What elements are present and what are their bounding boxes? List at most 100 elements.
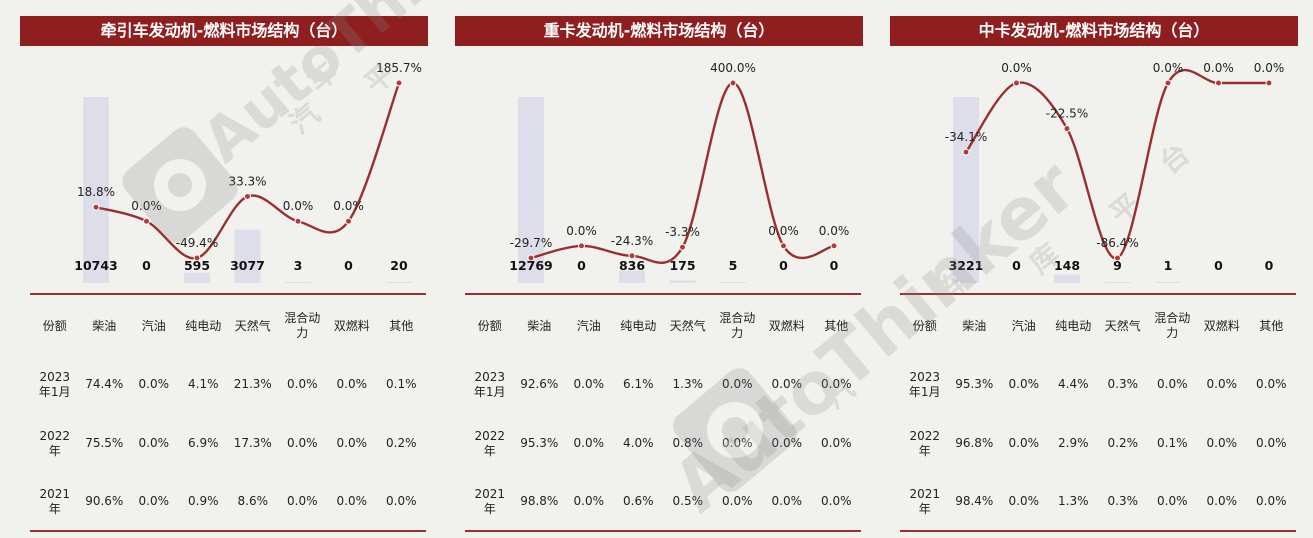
growth-point xyxy=(527,254,535,262)
table-cell: 0.0% xyxy=(722,494,753,508)
bar xyxy=(1155,282,1181,283)
table-cell: 17.3% xyxy=(233,436,272,450)
bar xyxy=(953,97,979,283)
growth-point xyxy=(193,254,201,262)
row-label: 2022 年 xyxy=(39,428,71,458)
growth-point xyxy=(830,242,838,250)
bar xyxy=(1104,282,1131,283)
row-label: 2021 年 xyxy=(909,486,941,516)
divider xyxy=(465,293,861,295)
count-label: 175 xyxy=(669,258,695,273)
table-header: 其他 xyxy=(389,318,414,333)
table-cell: 0.0% xyxy=(1256,494,1287,508)
table-cell: 21.3% xyxy=(233,377,272,391)
row-label: 2023 年1月 xyxy=(473,369,506,399)
table-cell: 1.3% xyxy=(1058,494,1089,508)
count-label: 20 xyxy=(390,258,408,273)
growth-point xyxy=(1013,79,1020,87)
bar xyxy=(669,280,696,283)
row-label: 2022 年 xyxy=(909,428,941,458)
table-cell: 90.6% xyxy=(85,494,124,508)
growth-label: 0.0% xyxy=(819,224,850,238)
table-header: 其他 xyxy=(824,318,849,333)
divider xyxy=(30,530,426,532)
table-cell: 6.1% xyxy=(623,377,654,391)
count-label: 9 xyxy=(1113,258,1122,273)
table-row: 2023 年1月 92.6% 0.0% 6.1% 1.3% 0.0% 0.0% 0… xyxy=(465,355,861,414)
growth-label: 0.0% xyxy=(333,199,364,213)
table-cell: 4.4% xyxy=(1058,377,1089,391)
table-cell: 2.9% xyxy=(1058,436,1089,450)
table-cell: 0.0% xyxy=(771,436,803,450)
growth-label: -86.4% xyxy=(1096,236,1138,250)
growth-line xyxy=(965,68,1269,260)
chart-panel-tractor: 牵引车发动机-燃料市场结构（台） 18.8% 0.0% -49.4% 33.3% 0.0… xyxy=(20,0,428,538)
table-row: 2021 年 98.4% 0.0% 1.3% 0.3% 0.0% 0.0% 0.0… xyxy=(900,473,1296,530)
growth-label: 0.0% xyxy=(768,224,799,238)
growth-point xyxy=(294,217,302,225)
count-label: 0 xyxy=(779,258,788,273)
count-label: 0 xyxy=(1012,258,1021,273)
table-cell: 1.3% xyxy=(672,377,704,391)
bar xyxy=(720,282,746,283)
bar-line-chart: 18.8% 0.0% -49.4% 33.3% 0.0% 0.0% 185.7% 10743 0… xyxy=(74,61,422,283)
chart-title: 中卡发动机-燃料市场结构（台） xyxy=(890,16,1298,46)
table-header: 汽油 xyxy=(1011,318,1036,333)
table-cell: 0.2% xyxy=(386,436,417,450)
table-cell: 0.0% xyxy=(722,436,753,450)
table-cell: 0.0% xyxy=(1157,377,1188,391)
table-cell: 0.0% xyxy=(771,494,803,508)
bar xyxy=(386,282,412,283)
table-header: 柴油 xyxy=(962,318,987,333)
table-cell: 0.0% xyxy=(1206,436,1238,450)
table-corner: 份额 xyxy=(42,318,67,333)
growth-point xyxy=(1215,79,1222,87)
table-cell: 0.0% xyxy=(287,377,318,391)
growth-label: -29.7% xyxy=(510,236,552,250)
growth-label: -49.4% xyxy=(176,236,218,250)
count-label: 3 xyxy=(294,258,303,273)
growth-point xyxy=(92,203,100,211)
table-header: 柴油 xyxy=(527,318,552,333)
count-label: 1 xyxy=(1164,258,1173,273)
table-cell: 0.0% xyxy=(1256,436,1287,450)
table-cell: 0.0% xyxy=(386,494,417,508)
table-cell: 0.5% xyxy=(672,494,704,508)
table-cell: 6.9% xyxy=(188,436,219,450)
table-cell: 0.0% xyxy=(722,377,753,391)
growth-point xyxy=(1063,125,1071,133)
growth-point xyxy=(1164,79,1172,87)
table-cell: 0.0% xyxy=(287,494,318,508)
table-cell: 0.0% xyxy=(771,377,803,391)
table-corner: 份额 xyxy=(912,318,937,333)
table-header: 纯电动 xyxy=(620,318,657,333)
table-row: 2021 年 90.6% 0.0% 0.9% 8.6% 0.0% 0.0% 0.0… xyxy=(30,473,426,530)
table-cell: 75.5% xyxy=(85,436,124,450)
table-cell: 0.0% xyxy=(138,436,170,450)
table-cell: 0.0% xyxy=(287,436,318,450)
growth-line xyxy=(95,82,401,260)
bar xyxy=(619,270,645,283)
count-label: 0 xyxy=(830,258,839,273)
growth-point xyxy=(345,217,352,225)
growth-point xyxy=(1114,254,1121,262)
bar xyxy=(518,97,544,283)
table-cell: 0.8% xyxy=(672,436,704,450)
growth-point xyxy=(962,148,970,156)
table-cell: 0.0% xyxy=(821,377,852,391)
row-label: 2023 年1月 xyxy=(38,369,71,399)
table-cell: 8.6% xyxy=(237,494,269,508)
table-cell: 0.0% xyxy=(1008,494,1040,508)
table-cell: 95.3% xyxy=(520,436,559,450)
count-label: 0 xyxy=(344,258,353,273)
count-label: 0 xyxy=(1214,258,1223,273)
bar xyxy=(234,229,261,283)
table-cell: 98.8% xyxy=(520,494,559,508)
count-label: 3221 xyxy=(949,258,984,273)
table-cell: 0.0% xyxy=(821,436,852,450)
share-table: 份额 柴油 汽油 纯电动 天然气 混合动力 双燃料 其他 2023 年1月 95.… xyxy=(900,297,1296,530)
table-cell: 0.0% xyxy=(1256,377,1287,391)
growth-label: 0.0% xyxy=(1254,61,1285,75)
table-header: 混合动力 xyxy=(719,311,756,340)
table-cell: 0.0% xyxy=(573,436,605,450)
